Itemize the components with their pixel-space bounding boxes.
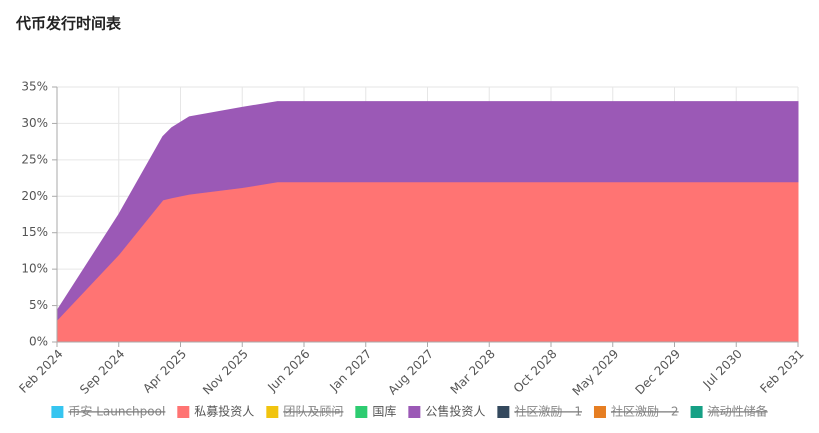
y-tick-label: 5% xyxy=(29,298,48,312)
x-tick-label: Feb 2031 xyxy=(757,347,806,396)
legend-label: 私募投资人 xyxy=(194,404,254,419)
legend-label: 国库 xyxy=(372,404,396,419)
legend-swatch xyxy=(266,406,279,418)
legend-item[interactable]: 流动性储备 xyxy=(690,404,768,419)
area xyxy=(56,181,799,343)
legend: 币安 Launchpool 私募投资人 团队及顾问 国库 公售投资人 社区激励 - 1 社区… xyxy=(51,404,768,419)
legend-swatch xyxy=(177,406,190,418)
x-tick-label: Aug 2027 xyxy=(385,347,436,398)
legend-swatch xyxy=(51,406,64,418)
x-tick-label: Sep 2024 xyxy=(77,347,127,397)
legend-label: 团队及顾问 xyxy=(283,404,343,419)
legend-item[interactable]: 社区激励 - 1 xyxy=(497,404,582,419)
legend-label: 社区激励 - 2 xyxy=(611,404,679,419)
legend-swatch xyxy=(497,406,510,418)
x-tick-label: Nov 2025 xyxy=(200,347,251,398)
legend-item[interactable]: 币安 Launchpool xyxy=(51,404,166,419)
legend-swatch xyxy=(355,406,368,418)
x-tick-label: Jul 2030 xyxy=(700,347,745,392)
legend-item[interactable]: 国库 xyxy=(355,404,396,419)
y-tick-label: 15% xyxy=(21,225,48,239)
x-tick-label: Apr 2025 xyxy=(140,347,189,396)
x-tick-label: Jun 2026 xyxy=(264,347,312,395)
y-tick-label: 35% xyxy=(21,80,48,94)
y-tick-label: 0% xyxy=(29,335,48,349)
legend-item[interactable]: 社区激励 - 2 xyxy=(593,404,679,419)
legend-label: 币安 Launchpool xyxy=(68,404,165,419)
x-tick-label: May 2029 xyxy=(570,347,622,399)
legend-item[interactable]: 团队及顾问 xyxy=(266,404,344,419)
x-tick-label: Jan 2027 xyxy=(326,347,374,395)
x-tick-label: Dec 2029 xyxy=(632,347,683,398)
legend-swatch xyxy=(690,406,703,418)
legend-item[interactable]: 公售投资人 xyxy=(408,404,485,419)
y-tick-label: 20% xyxy=(21,189,48,203)
y-tick-label: 30% xyxy=(21,116,48,130)
x-tick-label: Mar 2028 xyxy=(448,347,498,397)
legend-swatch xyxy=(593,406,606,418)
legend-label: 流动性储备 xyxy=(708,404,768,419)
y-tick-label: 25% xyxy=(21,152,48,166)
legend-label: 公售投资人 xyxy=(425,404,485,419)
chart-title: 代币发行时间表 xyxy=(15,15,122,33)
legend-item[interactable]: 私募投资人 xyxy=(177,404,254,419)
y-tick-label: 10% xyxy=(21,262,48,276)
x-tick-label: Oct 2028 xyxy=(511,347,560,396)
x-tick-label: Feb 2024 xyxy=(16,347,65,396)
area xyxy=(56,101,799,322)
legend-label: 社区激励 - 1 xyxy=(514,404,582,419)
legend-swatch xyxy=(408,406,421,418)
